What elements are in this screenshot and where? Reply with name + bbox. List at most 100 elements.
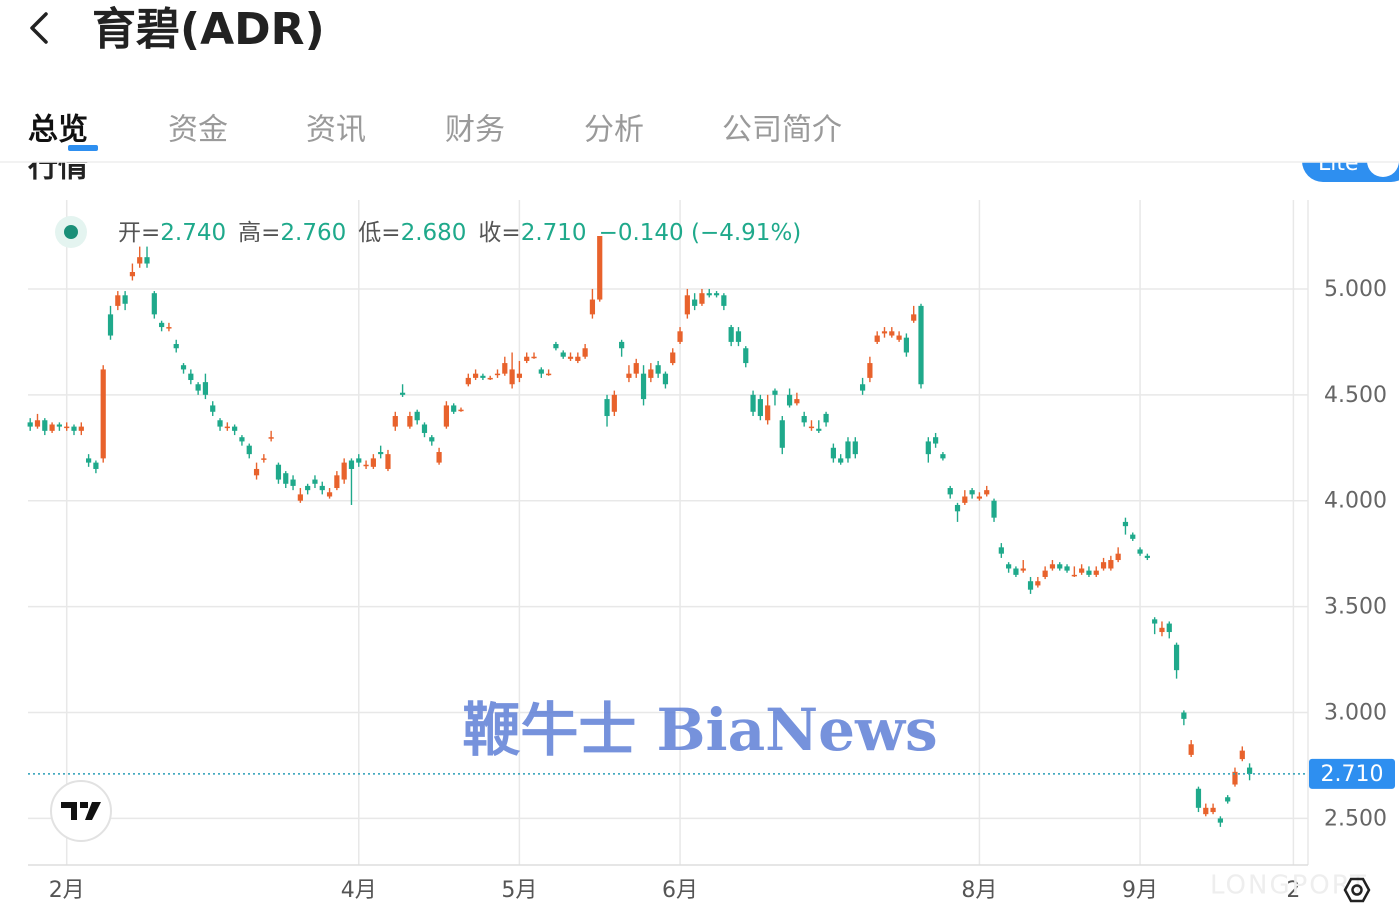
settings-icon[interactable] [1343,877,1371,903]
candle-body [370,458,376,467]
candle-body [896,335,902,340]
candle-body [1203,807,1209,815]
candle-body [1246,767,1253,774]
candle-body [560,352,566,357]
candle-body [1064,566,1070,571]
candle-body [735,331,742,342]
candle-body [830,447,836,459]
candle-body [859,384,866,391]
candle-body [407,416,413,427]
x-tick-label: 9月 [1122,878,1158,903]
candle-body [392,416,398,427]
candle-body [297,494,303,501]
candle-body [414,411,420,421]
candle-body [421,424,428,433]
candle-body [984,490,990,495]
x-tick-label: 4月 [341,878,377,903]
candle-body [378,452,384,455]
candle-body [648,369,654,378]
tab[interactable]: 分析 [584,113,644,148]
candle-body [1159,627,1165,633]
candle-body [1225,797,1231,802]
candle-body [356,458,362,463]
candle-body [662,373,669,385]
candle-body [93,462,99,469]
x-tick-label: 2月 [49,878,85,903]
candle-body [151,293,157,315]
candle-body [480,375,486,378]
candle-body [976,496,983,499]
candle-body [911,314,917,321]
candle-body [670,352,676,364]
chart: 行情 Lite 2.5003.0003.5004.0004.5005.0002月… [27,140,1399,903]
candle-body [202,382,209,395]
candle-body [597,236,603,300]
candle-body [801,416,807,423]
candle-body [838,458,844,463]
candle-body [1210,807,1216,813]
candle-body [516,373,523,378]
candle-body [1035,581,1041,586]
legend-value: 2.760 [280,220,346,246]
candle-body [750,394,756,412]
candle-body [1137,549,1143,554]
tv-logo-mark [61,802,101,820]
candle-body [567,356,574,359]
candle-body [319,485,325,491]
candle-body [991,500,997,518]
candle-body [1042,570,1048,577]
candle-body [553,344,559,349]
candle-body [575,356,581,361]
candle-body [589,299,596,315]
candle-body [794,399,800,404]
candle-body [611,394,617,412]
candle-body [1232,771,1238,785]
candle-body [137,257,143,264]
candle-body [699,293,705,304]
candle-body [1181,712,1187,719]
candle-body [728,327,734,342]
candle-body [1239,750,1245,760]
legend-change: −0.140 (−4.91%) [599,220,802,246]
tab[interactable]: 总览 [28,113,88,148]
settings-hexagon [1343,877,1371,903]
candle-body [531,356,537,359]
candle-body [334,475,340,489]
x-tick-label: 6月 [662,878,698,903]
candle-body [626,373,632,378]
candle-body [129,272,136,277]
back-button[interactable] [30,12,48,44]
candle-body [816,428,822,431]
settings-center [1351,884,1363,896]
candle-body [1086,570,1092,575]
candle-body [173,344,179,349]
candle-body [765,405,771,421]
candle-body [677,331,683,342]
candle-body [275,464,282,480]
candle-body [1020,568,1026,571]
tab[interactable]: 财务 [445,113,505,148]
candle-body [940,454,946,459]
candle-body [1188,744,1194,755]
tv-logo[interactable] [50,780,112,842]
candle-body [253,468,260,476]
candle-body [1217,818,1223,823]
header: 育碧(ADR) 总览 资金 资讯 财务 分析 公司简介 [0,0,1399,163]
candle-body [64,426,70,429]
candle-body [195,384,201,391]
tab[interactable]: 资金 [168,113,228,148]
candle-body [363,464,369,467]
tab-indicator [68,145,98,151]
legend-label: 高= [238,220,280,246]
candle-body [1122,521,1129,527]
candle-body [429,437,435,442]
legend-label: 收= [478,220,520,246]
candle-body [1079,568,1085,573]
x-tick-label: 5月 [501,878,537,903]
candle-body [472,373,479,378]
candle-body [180,365,187,370]
tab[interactable]: 资讯 [306,113,366,148]
candle-body [494,373,501,376]
tab[interactable]: 公司简介 [722,113,842,148]
candle-body [71,426,77,431]
